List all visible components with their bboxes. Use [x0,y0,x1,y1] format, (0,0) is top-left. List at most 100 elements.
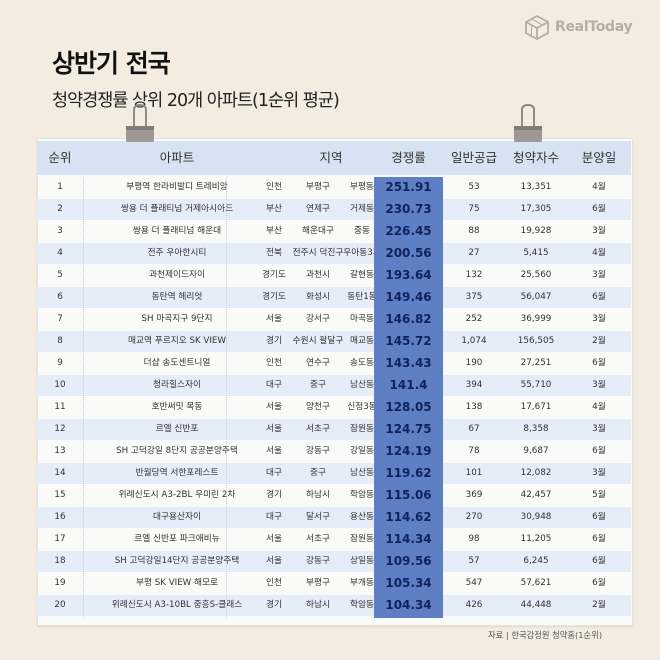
month-cell: 3월 [592,270,606,280]
rate-cell: 114.62 [385,510,432,524]
supply-cell: 132 [465,270,483,280]
city-cell: 달서구 [306,512,330,522]
applicants-cell: 19,928 [520,226,552,236]
supply-cell: 88 [468,226,480,236]
applicants-cell: 6,245 [523,556,549,566]
month-cell: 6월 [592,292,606,302]
province-cell: 인천 [266,578,282,588]
supply-cell: 394 [465,380,483,390]
city-cell: 강서구 [306,314,330,324]
applicants-cell: 27,251 [520,358,552,368]
rank-cell: 11 [54,402,66,412]
rank-cell: 8 [57,336,63,346]
province-cell: 경기도 [262,270,286,280]
apartment-cell: 쌍용 더 플래티넘 거제아시아드 [120,204,234,214]
month-cell: 6월 [592,578,606,588]
cube-logo-icon [525,14,549,40]
province-cell: 인천 [266,182,282,192]
city-cell: 강동구 [306,446,330,456]
realtoday-logo: RealToday [524,14,633,40]
rank-cell: 10 [54,380,66,390]
dong-cell: 학암동 [350,490,374,500]
table-row: 4 전주 우아한시티 전북 전주시 덕진구 우아동3가 27 5,415 4월 [37,243,631,264]
month-cell: 2월 [592,600,606,610]
dong-cell: 갈현동 [350,270,374,280]
apartment-cell: SH 마곡지구 9단지 [141,314,213,324]
applicants-cell: 17,671 [520,402,552,412]
page-title: 상반기 전국 [52,49,171,78]
table-row: 6 동탄역 헤리엇 경기도 화성시 동탄1동 375 56,047 6월 [37,287,631,308]
table-row: 3 쌍용 더 플래티넘 해운대 부산 해운대구 중동 88 19,928 3월 [37,221,631,242]
province-cell: 부산 [266,204,282,214]
supply-cell: 426 [465,600,483,610]
supply-cell: 98 [468,534,480,544]
city-cell: 해운대구 [302,226,334,236]
supply-cell: 27 [468,248,480,258]
month-cell: 6월 [592,556,606,566]
applicants-cell: 17,305 [520,204,552,214]
table-row: 1 부평역 한라비발디 트레비앙 인천 부평구 부평동 53 13,351 4월 [37,177,631,198]
city-cell: 연제구 [306,204,330,214]
applicants-cell: 44,448 [520,600,552,610]
month-cell: 3월 [592,314,606,324]
apartment-cell: SH 고덕강일14단지 공공분양주택 [114,556,240,566]
city-cell: 전주시 덕진구 [292,248,344,258]
table-row: 11 호반써밋 목동 서울 양천구 신정3동 138 17,671 4월 [37,397,631,418]
table-row: 7 SH 마곡지구 9단지 서울 강서구 마곡동 252 36,999 3월 [37,309,631,330]
dong-cell: 잠원동 [350,534,374,544]
city-cell: 화성시 [306,292,330,302]
dong-cell: 마곡동 [350,314,374,324]
apartment-cell: 쌍용 더 플래티넘 해운대 [132,226,222,236]
supply-cell: 270 [465,512,483,522]
month-cell: 6월 [592,446,606,456]
rate-cell: 146.82 [385,312,432,326]
supply-cell: 369 [465,490,483,500]
page-subtitle: 청약경쟁률 상위 20개 아파트(1순위 평균) [52,91,340,111]
rate-cell: 149.46 [385,290,432,304]
province-cell: 서울 [266,556,282,566]
rate-cell: 109.56 [385,554,432,568]
province-cell: 서울 [266,446,282,456]
supply-cell: 138 [465,402,483,412]
header-applicants: 청약자수 [512,150,559,165]
binder-clip-icon [126,104,154,142]
dong-cell: 부평동 [350,182,374,192]
header-supply: 일반공급 [450,150,497,165]
dong-cell: 중동 [354,226,370,236]
month-cell: 6월 [592,534,606,544]
month-cell: 5월 [592,490,606,500]
apartment-cell: 위례신도시 A3-2BL 우미린 2차 [118,490,236,500]
rate-cell: 104.34 [385,598,432,612]
applicants-cell: 57,621 [520,578,552,588]
dong-cell: 신정3동 [347,402,377,412]
city-cell: 수원시 팔달구 [292,336,344,346]
month-cell: 4월 [592,248,606,258]
applicants-cell: 12,082 [520,468,552,478]
rank-cell: 14 [54,468,66,478]
rate-cell: 200.56 [385,246,432,260]
province-cell: 경기 [266,490,282,500]
table-row: 14 반월당역 서한포레스트 대구 중구 남산동 101 12,082 3월 [37,463,631,484]
table-row: 12 르엘 신반포 서울 서초구 잠원동 67 8,358 3월 [37,419,631,440]
rank-cell: 20 [54,600,66,610]
applicants-cell: 9,687 [523,446,549,456]
province-cell: 부산 [266,226,282,236]
column-divider [226,177,227,618]
table-row: 15 위례신도시 A3-2BL 우미린 2차 경기 하남시 학암동 369 42,457 5월 [37,485,631,506]
rank-cell: 2 [57,204,63,214]
rate-cell: 124.75 [385,422,432,436]
dong-cell: 용산동 [350,512,374,522]
rate-cell: 141.4 [389,378,428,392]
applicants-cell: 13,351 [520,182,552,192]
rate-cell: 193.64 [385,268,432,282]
dong-cell: 상일동 [350,556,374,566]
apartment-cell: 위례신도시 A3-10BL 중흥S-클래스 [111,600,243,610]
rate-cell: 124.19 [385,444,432,458]
rank-cell: 5 [57,270,63,280]
month-cell: 3월 [592,380,606,390]
province-cell: 대구 [266,468,282,478]
rate-cell: 143.43 [385,356,432,370]
month-cell: 2월 [592,336,606,346]
city-cell: 중구 [310,468,326,478]
province-cell: 경기 [266,600,282,610]
